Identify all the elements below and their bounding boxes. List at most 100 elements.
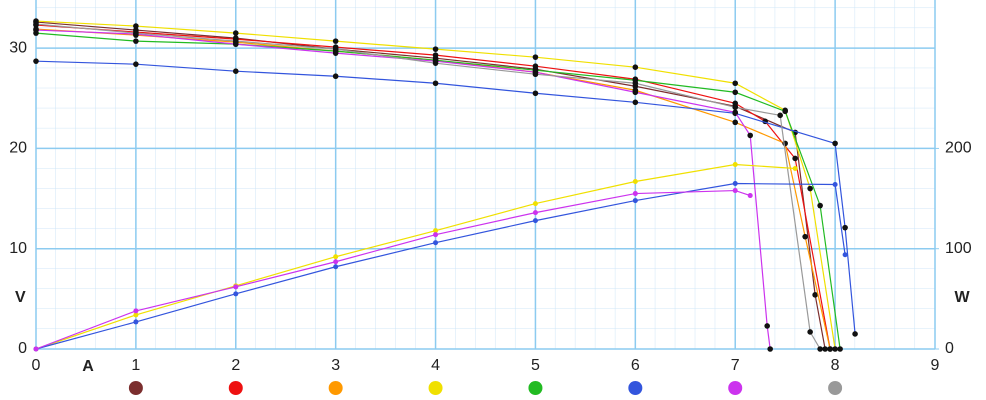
data-point: [33, 21, 39, 27]
data-point: [432, 80, 439, 87]
data-point: [532, 90, 539, 97]
data-point: [792, 165, 798, 171]
data-point: [133, 38, 139, 44]
data-point: [532, 54, 539, 60]
data-point: [764, 323, 770, 329]
data-point: [233, 291, 239, 297]
legend-swatch: [328, 381, 343, 395]
data-point: [732, 109, 739, 116]
data-point: [432, 60, 439, 66]
legend-swatch: [828, 381, 843, 395]
data-point: [532, 201, 538, 207]
data-point: [832, 140, 838, 147]
data-point: [767, 346, 773, 352]
y-tick-label: 0: [18, 340, 27, 357]
data-point: [232, 68, 239, 75]
data-point: [807, 185, 813, 192]
x-axis-label: A: [82, 358, 94, 375]
data-point: [433, 228, 439, 234]
data-point: [732, 104, 739, 111]
y-tick-label: 10: [9, 240, 27, 257]
data-point: [632, 99, 639, 106]
data-point: [732, 80, 739, 87]
data-point: [532, 210, 538, 216]
x-tick-label: 7: [731, 357, 740, 374]
data-point: [792, 155, 798, 162]
data-point: [432, 46, 439, 52]
data-point: [333, 254, 339, 260]
data-point: [532, 71, 539, 78]
data-point: [747, 132, 754, 139]
data-point: [33, 58, 39, 64]
x-tick-label: 4: [431, 357, 440, 374]
data-point: [33, 346, 39, 352]
legend-swatch: [228, 381, 243, 395]
series-line: [35, 182, 846, 350]
data-point: [832, 182, 838, 188]
y-tick-label: 30: [9, 39, 27, 56]
data-point: [433, 240, 439, 246]
data-point: [732, 188, 738, 194]
x-tick-label: 9: [931, 357, 940, 374]
legend-swatch: [428, 381, 443, 395]
data-point: [782, 108, 788, 115]
data-point: [232, 38, 239, 44]
data-point: [632, 80, 639, 87]
data-point: [133, 312, 139, 318]
data-point: [747, 193, 753, 199]
data-point: [802, 233, 808, 240]
data-point: [827, 346, 833, 352]
data-point: [133, 61, 139, 67]
legend-swatch: [628, 381, 643, 395]
data-point: [852, 331, 858, 337]
data-point: [732, 119, 739, 126]
minor-grid: [36, 0, 935, 349]
data-point: [332, 73, 339, 80]
data-point: [777, 112, 783, 119]
y2-tick-label: 0: [945, 340, 954, 357]
data-point: [832, 346, 838, 352]
data-point: [432, 52, 439, 58]
data-point: [532, 218, 538, 224]
data-point: [433, 232, 439, 238]
x-tick-label: 5: [531, 357, 540, 374]
data-point: [332, 38, 339, 44]
data-point: [133, 308, 139, 314]
x-tick-label: 2: [231, 357, 240, 374]
data-point: [632, 64, 639, 70]
x-tick-label: 0: [32, 357, 41, 374]
data-point: [807, 329, 813, 335]
data-point: [817, 202, 823, 209]
y2-tick-label: 200: [945, 140, 972, 157]
x-tick-label: 3: [331, 357, 340, 374]
data-point: [333, 259, 339, 265]
y2-axis-label: W: [954, 289, 970, 306]
data-point: [842, 224, 848, 231]
data-point: [732, 181, 738, 187]
data-point: [632, 179, 638, 185]
data-point: [632, 89, 639, 96]
data-point: [133, 319, 139, 325]
data-point: [812, 292, 818, 298]
data-point: [332, 46, 339, 52]
data-point: [33, 27, 39, 33]
data-point: [133, 23, 139, 29]
data-point: [842, 252, 848, 258]
data-point: [232, 30, 239, 36]
data-point: [732, 161, 738, 167]
y2-tick-label: 100: [945, 240, 972, 257]
data-point: [632, 191, 638, 197]
legend-swatch: [528, 381, 543, 395]
x-tick-label: 1: [131, 357, 140, 374]
data-point: [233, 284, 239, 290]
data-point: [732, 89, 739, 96]
data-point: [333, 264, 339, 270]
data-point: [332, 50, 339, 56]
y-axis-label: V: [15, 289, 26, 306]
data-point: [817, 346, 823, 352]
y-tick-label: 20: [9, 140, 27, 157]
data-point: [632, 198, 638, 204]
legend-swatch: [728, 381, 743, 395]
data-point: [822, 346, 828, 352]
data-point: [133, 30, 139, 36]
